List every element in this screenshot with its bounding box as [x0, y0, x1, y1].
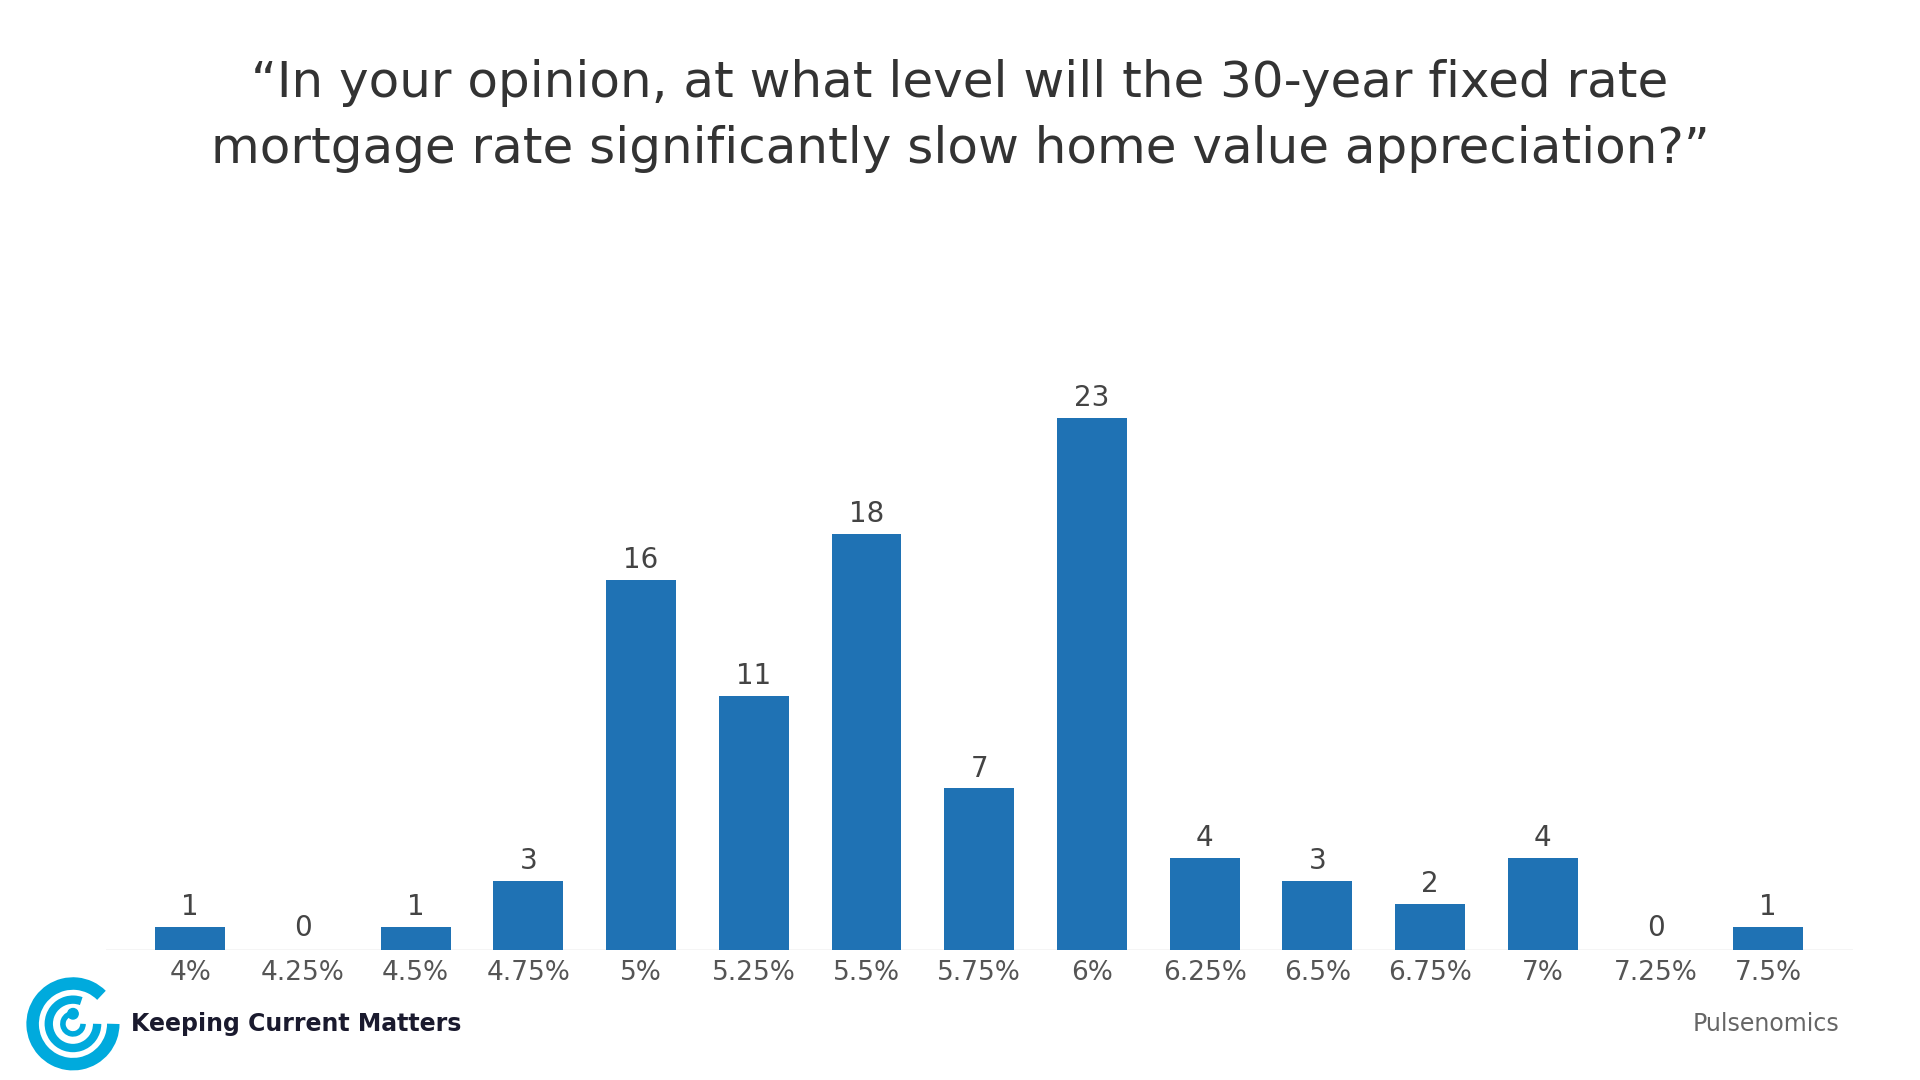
Bar	[380, 928, 451, 950]
Bar	[156, 928, 225, 950]
Text: 7: 7	[970, 755, 989, 783]
Bar	[1058, 418, 1127, 950]
Text: 18: 18	[849, 500, 883, 528]
Bar	[1169, 858, 1240, 950]
Text: Keeping Current Matters: Keeping Current Matters	[131, 1012, 461, 1036]
Text: 4: 4	[1534, 824, 1551, 852]
Bar	[831, 534, 900, 950]
Text: “In your opinion, at what level will the 30-year fixed rate
mortgage rate signif: “In your opinion, at what level will the…	[211, 59, 1709, 173]
Text: 2: 2	[1421, 870, 1438, 899]
Bar	[945, 788, 1014, 950]
Bar	[1734, 928, 1803, 950]
Circle shape	[67, 1009, 79, 1020]
Text: 23: 23	[1073, 384, 1110, 413]
Text: 3: 3	[520, 847, 538, 875]
Text: Pulsenomics: Pulsenomics	[1693, 1012, 1839, 1036]
Bar	[1507, 858, 1578, 950]
Bar	[718, 696, 789, 950]
Text: 1: 1	[407, 893, 424, 921]
Text: 0: 0	[1647, 915, 1665, 942]
Bar	[1396, 904, 1465, 950]
Text: 16: 16	[624, 546, 659, 575]
Bar	[493, 881, 563, 950]
Text: 3: 3	[1309, 847, 1327, 875]
Text: 1: 1	[1759, 893, 1778, 921]
Text: 0: 0	[294, 915, 311, 942]
Bar	[1283, 881, 1352, 950]
Bar	[607, 580, 676, 950]
Text: 4: 4	[1196, 824, 1213, 852]
Text: 1: 1	[180, 893, 200, 921]
Text: 11: 11	[735, 662, 772, 690]
